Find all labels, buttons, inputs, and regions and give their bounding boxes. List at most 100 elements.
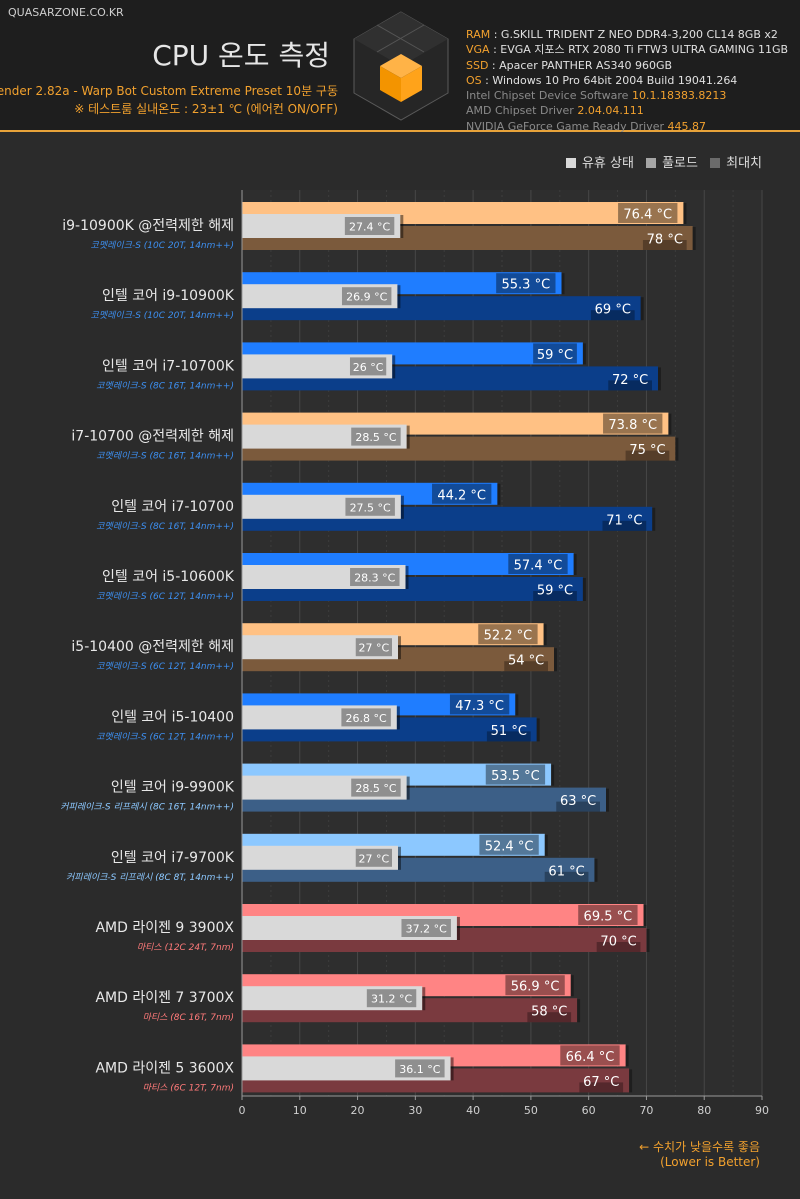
value-box-load	[449, 694, 510, 715]
bar-idle-shadow	[406, 425, 410, 449]
driver-intel-version: 10.1.18383.8213	[631, 89, 727, 103]
bar-max-shadow	[652, 507, 656, 531]
value-label-load: 44.2 °C	[437, 488, 486, 503]
category-sublabel: 코멧레이크-S (8C 16T, 14nm++)	[96, 451, 234, 462]
bar-load-shadow	[683, 203, 687, 224]
legend-swatch-idle	[565, 158, 576, 168]
bar-max-shadow	[692, 227, 696, 250]
test-system-specs: RAM : G.SKILL TRIDENT Z NEO DDR4-3,200 C…	[466, 27, 788, 134]
bar-max-shadow	[629, 1069, 633, 1093]
spec-os-value: : Windows 10 Pro 64bit 2004 Build 19041.…	[481, 73, 738, 87]
value-box-load	[432, 483, 492, 504]
x-tick-label: 70	[639, 1104, 653, 1117]
value-box-idle	[344, 217, 395, 235]
chart-subtitle-benchmark: Blender 2.82a - Warp Bot Custom Extreme …	[0, 84, 338, 98]
value-label-idle: 37.2 °C	[406, 923, 447, 936]
value-label-max: 54 °C	[508, 654, 544, 669]
value-box-max	[544, 871, 589, 882]
value-label-max: 61 °C	[548, 864, 584, 879]
bar-load-shadow	[551, 764, 555, 786]
value-label-max: 58 °C	[531, 1005, 567, 1020]
bar-max-shadow	[554, 648, 557, 672]
value-box-load	[508, 554, 568, 574]
value-label-load: 76.4 °C	[623, 208, 672, 223]
value-label-load: 69.5 °C	[584, 910, 633, 925]
category-label: 인텔 코어 i9-10900K	[102, 288, 235, 304]
bar-idle-shadow	[456, 917, 460, 940]
value-label-idle: 27 °C	[359, 852, 390, 865]
legend-item-idle: 유휴 상태	[565, 152, 634, 171]
value-box-max	[642, 240, 687, 250]
category-sublabel: 마티스 (8C 16T, 7nm)	[143, 1012, 234, 1023]
bar-idle-shadow	[392, 355, 396, 379]
chart-title: CPU 온도 측정	[152, 39, 330, 72]
bar-load-shadow	[561, 273, 565, 295]
category-sublabel: 마티스 (12C 24T, 7nm)	[137, 942, 234, 953]
category-label: AMD 라이젠 7 3700X	[95, 990, 234, 1006]
value-box-max	[527, 1012, 572, 1023]
value-label-load: 55.3 °C	[502, 278, 551, 293]
spec-ram-value: : G.SKILL TRIDENT Z NEO DDR4-3,200 CL14 …	[490, 28, 778, 41]
legend-swatch-max	[710, 158, 721, 168]
bar-max-shadow	[675, 437, 679, 461]
value-label-idle: 26.8 °C	[346, 712, 387, 725]
quasarzone-cube-logo	[353, 11, 449, 121]
value-label-load: 66.4 °C	[566, 1050, 615, 1065]
category-sublabel: 코멧레이크-S (10C 20T, 14nm++)	[91, 240, 234, 251]
bar-max-shadow	[577, 999, 581, 1023]
value-label-load: 53.5 °C	[491, 769, 540, 784]
driver-intel-label: Intel Chipset Device Software	[466, 89, 632, 103]
value-label-max: 75 °C	[629, 443, 665, 458]
value-box-idle	[341, 287, 392, 306]
chart-legend: 유휴 상태 풀로드 최대치	[558, 152, 762, 171]
bar-max-shadow	[658, 367, 661, 391]
site-name: QUASARZONE.CO.KR	[8, 6, 124, 19]
bar-max-shadow	[536, 718, 540, 742]
note-line-2: (Lower is Better)	[660, 1155, 760, 1169]
chart-subtitle-room-temp: ※ 테스트룸 실내온도 : 23±1 ℃ (에어컨 ON/OFF)	[74, 102, 338, 116]
value-box-max	[590, 310, 635, 321]
value-box-idle	[395, 1059, 445, 1078]
value-label-load: 57.4 °C	[514, 559, 563, 574]
driver-amd-label: AMD Chipset Driver	[466, 104, 578, 118]
bar-load-shadow	[625, 1045, 629, 1067]
legend-swatch-load	[646, 158, 657, 168]
value-box-idle	[401, 919, 451, 937]
x-tick-label: 40	[466, 1104, 480, 1117]
value-box-idle	[349, 357, 387, 376]
value-label-idle: 26.9 °C	[346, 291, 387, 304]
spec-vga-label: VGA	[466, 43, 490, 57]
category-label: 인텔 코어 i7-10700	[111, 499, 234, 515]
chart-header: QUASARZONE.CO.KR CPU 온도 측정 Blender 2.82a…	[0, 0, 800, 134]
value-box-max	[533, 591, 577, 601]
value-label-load: 56.9 °C	[511, 980, 560, 995]
category-label: AMD 라이젠 9 3900X	[95, 920, 234, 936]
category-label: 인텔 코어 i5-10400	[111, 709, 234, 725]
lower-is-better-note: ← 수치가 낮을수록 좋음 (Lower is Better)	[639, 1140, 760, 1170]
bar-idle-shadow	[398, 846, 401, 870]
bar-load-shadow	[573, 554, 577, 575]
value-box-max	[602, 520, 647, 531]
value-label-load: 59 °C	[537, 348, 573, 363]
value-label-max: 59 °C	[537, 584, 573, 599]
bar-idle-shadow	[405, 566, 409, 589]
value-label-idle: 28.5 °C	[355, 431, 396, 444]
bar-max-shadow	[582, 578, 586, 601]
bar-idle-shadow	[400, 495, 404, 519]
value-box-idle	[366, 989, 417, 1008]
value-label-load: 52.4 °C	[485, 839, 534, 854]
value-box-load	[618, 203, 678, 223]
value-box-load	[485, 764, 546, 785]
value-label-max: 71 °C	[606, 513, 642, 528]
x-tick-label: 90	[755, 1104, 769, 1117]
category-label: 인텔 코어 i7-10700K	[102, 358, 235, 374]
value-label-max: 63 °C	[560, 794, 596, 809]
legend-label-load: 풀로드	[662, 156, 698, 171]
bar-load-shadow	[515, 694, 519, 716]
value-box-load	[496, 273, 556, 294]
spec-vga-value: : EVGA 지포스 RTX 2080 Ti FTW3 ULTRA GAMING…	[489, 43, 789, 57]
value-box-load	[578, 905, 638, 925]
value-label-idle: 31.2 °C	[371, 993, 412, 1006]
x-tick-label: 60	[582, 1104, 596, 1117]
